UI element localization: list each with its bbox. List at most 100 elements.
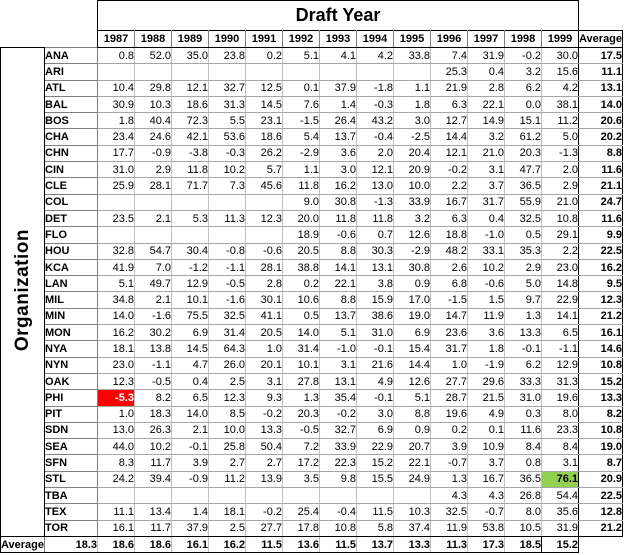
cell-bal-1995: 1.8 <box>393 95 432 114</box>
row-label-chn: CHN <box>44 144 99 163</box>
cell-flo-1988 <box>134 226 173 244</box>
cell-nyn-1997: -1.9 <box>467 356 506 374</box>
cell-sfn-1997: 3.7 <box>467 454 506 472</box>
cell-sdn-1995: 0.9 <box>393 421 432 440</box>
corner-blank-org <box>0 0 45 48</box>
cell-det-1988: 2.1 <box>134 209 173 228</box>
cell-nyn-1992: 10.1 <box>282 356 321 374</box>
column-header-average: Average <box>578 30 624 48</box>
cell-cle-1990: 7.3 <box>208 177 247 195</box>
cell-oak-1997: 29.6 <box>467 372 506 391</box>
cell-nyn-1998: 6.2 <box>504 356 543 374</box>
cell-flo-1991 <box>245 226 284 244</box>
row-label-stl: STL <box>44 470 99 489</box>
cell-nyn-1990: 26.0 <box>208 356 247 374</box>
cell-mil-1994: 15.9 <box>356 291 395 309</box>
cell-chn-1996: 12.1 <box>430 144 469 163</box>
cell-atl-1991: 12.5 <box>245 79 284 97</box>
cell-sfn-1987: 8.3 <box>97 454 136 472</box>
cell-cin-1988: 2.9 <box>134 161 173 179</box>
cell-cha-1998: 61.2 <box>504 128 543 146</box>
cell-cha-1995: -2.5 <box>393 128 432 146</box>
corner-blank-team <box>44 0 98 48</box>
cell-col-1998: 55.9 <box>504 193 543 211</box>
row-label-det: DET <box>44 209 99 228</box>
cell-cin-1999: 2.0 <box>541 161 580 179</box>
cell-oak-1994: 4.9 <box>356 372 395 391</box>
cell-mil-1998: 9.7 <box>504 291 543 309</box>
cell-bos-1999: 11.2 <box>541 112 580 130</box>
cell-cin-1996: -0.2 <box>430 161 469 179</box>
cell-pit-1989: 14.0 <box>171 405 210 423</box>
cell-cle-1993: 16.2 <box>319 177 358 195</box>
cell-average-bal: 14.0 <box>578 95 624 114</box>
cell-kca-1987: 41.9 <box>97 258 136 277</box>
cell-flo-1998: 0.5 <box>504 226 543 244</box>
cell-ari-1993 <box>319 63 358 81</box>
cell-nyn-1993: 3.1 <box>319 356 358 374</box>
cell-flo-1999: 29.1 <box>541 226 580 244</box>
cell-bos-1987: 1.8 <box>97 112 136 130</box>
cell-tor-1997: 53.8 <box>467 519 506 537</box>
table-row: CLE 25.9 28.1 71.7 7.3 45.6 11.8 16.2 13.0 10.0 2.… <box>1 177 624 195</box>
cell-sdn-1994: 6.9 <box>356 421 395 440</box>
cell-tex-1993: -0.4 <box>319 503 358 521</box>
cell-phi-1987: -5.3 <box>97 389 136 407</box>
cell-bal-1994: -0.3 <box>356 95 395 114</box>
cell-oak-1991: 3.1 <box>245 372 284 391</box>
cell-average-kca: 16.2 <box>578 258 624 277</box>
cell-tex-1999: 35.6 <box>541 503 580 521</box>
cell-cha-1997: 3.2 <box>467 128 506 146</box>
cell-min-1998: 1.3 <box>504 307 543 326</box>
table-row: Organization ANA 0.8 52.0 35.0 23.8 0.2 5.1 4.1 4… <box>0 46 624 537</box>
cell-col-1990 <box>208 193 247 211</box>
cell-tor-1992: 17.8 <box>282 519 321 537</box>
cell-bos-1991: 23.1 <box>245 112 284 130</box>
cell-tex-1995: 10.3 <box>393 503 432 521</box>
cell-kca-1999: 23.0 <box>541 258 580 277</box>
cell-min-1989: 75.5 <box>171 307 210 326</box>
cell-lan-1989: 12.9 <box>171 275 210 293</box>
cell-bos-1993: 26.4 <box>319 112 358 130</box>
cell-average-cin: 11.6 <box>578 161 624 179</box>
cell-cin-1997: 3.1 <box>467 161 506 179</box>
cell-ana-1987: 0.8 <box>97 46 136 65</box>
cell-hou-1998: 35.3 <box>504 242 543 260</box>
cell-min-1990: 32.5 <box>208 307 247 326</box>
cell-cin-1995: 20.9 <box>393 161 432 179</box>
cell-ari-1989 <box>171 63 210 81</box>
cell-average-phi: 13.3 <box>578 389 624 407</box>
cell-sdn-1990: 10.0 <box>208 421 247 440</box>
cell-det-1999: 10.8 <box>541 209 580 228</box>
cell-min-1988: -1.6 <box>134 307 173 326</box>
table-row: SEA 44.0 10.2 -0.1 25.8 50.4 7.2 33.9 22.9 20.7 3.… <box>1 438 624 456</box>
cell-nya-1997: 1.8 <box>467 340 506 358</box>
cell-tex-1998: 8.0 <box>504 503 543 521</box>
cell-pit-1994: 3.0 <box>356 405 395 423</box>
cell-nya-1988: 13.8 <box>134 340 173 358</box>
cell-mon-1994: 31.0 <box>356 324 395 342</box>
cell-min-1996: 14.7 <box>430 307 469 326</box>
cell-pit-1991: -0.2 <box>245 405 284 423</box>
cell-oak-1998: 33.3 <box>504 372 543 391</box>
cell-col-1999: 21.0 <box>541 193 580 211</box>
cell-average-1992: 11.5 <box>245 535 284 554</box>
cell-average-1995: 13.7 <box>356 535 395 554</box>
cell-chn-1992: -2.9 <box>282 144 321 163</box>
row-label-cha: CHA <box>44 128 99 146</box>
table-row: CHN 17.7 -0.9 -3.8 -0.3 26.2 -2.9 3.6 2.0 20.4 12.… <box>1 144 624 163</box>
cell-phi-1999: 19.6 <box>541 389 580 407</box>
cell-average-lan: 9.5 <box>578 275 624 293</box>
cell-mil-1992: 10.6 <box>282 291 321 309</box>
cell-oak-1990: 2.5 <box>208 372 247 391</box>
column-header-1992: 1992 <box>282 30 321 48</box>
cell-stl-1992: 3.5 <box>282 470 321 489</box>
cell-nya-1999: -1.1 <box>541 340 580 358</box>
row-label-kca: KCA <box>44 258 99 277</box>
row-label-oak: OAK <box>44 372 99 391</box>
cell-sea-1996: 3.9 <box>430 438 469 456</box>
cell-sea-1989: -0.1 <box>171 438 210 456</box>
row-label-min: MIN <box>44 307 99 326</box>
cell-bal-1989: 18.6 <box>171 95 210 114</box>
cell-oak-1996: 27.7 <box>430 372 469 391</box>
